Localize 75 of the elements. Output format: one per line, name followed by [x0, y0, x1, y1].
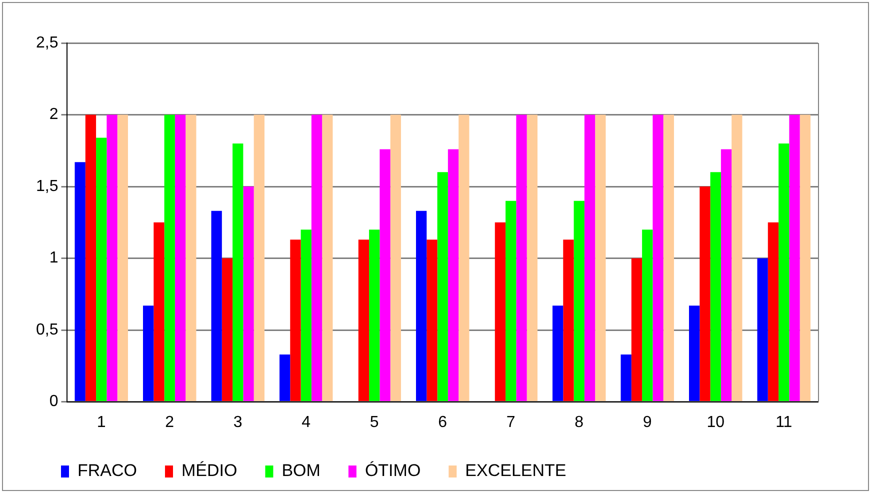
bar: [211, 210, 222, 402]
y-tick-label: 0: [49, 393, 58, 410]
bar: [426, 240, 438, 402]
bar: [380, 149, 390, 402]
bar: [85, 114, 96, 402]
x-tick-label: 6: [438, 414, 448, 431]
bar: [789, 114, 800, 402]
y-tick-label: 2: [49, 106, 58, 124]
bar: [369, 230, 380, 402]
bar: [222, 258, 233, 402]
bar: [494, 222, 506, 402]
bar: [154, 222, 164, 402]
bar: [106, 114, 118, 402]
bar: [516, 114, 527, 402]
bar: [563, 240, 574, 402]
bar: [322, 114, 333, 402]
bar: [800, 114, 810, 402]
x-tick-label: 4: [302, 414, 311, 431]
bar: [74, 162, 86, 402]
bar: [254, 114, 264, 402]
legend-label: ÓTIMO: [364, 461, 421, 480]
x-tick-label: 7: [506, 414, 516, 431]
bar: [390, 114, 401, 402]
bar: [290, 240, 301, 402]
y-tick-label: 1,5: [36, 178, 58, 195]
bar: [663, 114, 674, 402]
bar: [720, 149, 732, 402]
bar: [732, 114, 742, 402]
y-tick-label: 2,5: [36, 34, 58, 52]
legend-label: BOM: [282, 461, 320, 480]
bar: [416, 210, 427, 402]
bar: [710, 172, 721, 402]
bar: [631, 258, 642, 402]
x-tick-label: 8: [574, 414, 584, 431]
y-tick-label: 0,5: [36, 321, 58, 338]
bar: [689, 306, 700, 402]
legend-label: EXCELENTE: [465, 461, 566, 480]
bar: [768, 222, 779, 402]
bar: [574, 200, 584, 402]
bar: [186, 114, 196, 402]
bar: [642, 230, 653, 402]
bar: [552, 306, 564, 402]
x-tick-label: 2: [165, 414, 174, 431]
bar: [778, 143, 790, 402]
y-tick-label: 1: [49, 250, 58, 267]
bar: [700, 186, 710, 402]
x-tick-label: 10: [706, 414, 725, 431]
legend-label: MÉDIO: [182, 461, 238, 480]
bar: [243, 186, 254, 402]
bar: [311, 114, 322, 402]
bar: [358, 240, 370, 402]
bar: [300, 230, 312, 402]
bar: [96, 138, 107, 402]
bar: [437, 172, 448, 402]
x-tick-label: 1: [96, 414, 106, 431]
legend-label: FRACO: [78, 461, 137, 480]
bar: [174, 114, 186, 402]
bar: [757, 258, 768, 402]
bar: [526, 114, 538, 402]
bar: [506, 200, 516, 402]
bar: [584, 114, 596, 402]
x-tick-label: 3: [233, 414, 242, 431]
x-tick-label: 9: [642, 414, 652, 431]
bar: [232, 143, 244, 402]
bar: [164, 114, 175, 402]
bar: [595, 114, 606, 402]
bar: [280, 354, 290, 402]
bar: [458, 114, 470, 402]
x-tick-label: 5: [370, 414, 379, 431]
bar: [117, 114, 128, 402]
bar: [143, 306, 154, 402]
bar: [448, 149, 459, 402]
x-tick-label: 11: [776, 414, 792, 431]
bar: [652, 114, 664, 402]
bar: [620, 354, 632, 402]
